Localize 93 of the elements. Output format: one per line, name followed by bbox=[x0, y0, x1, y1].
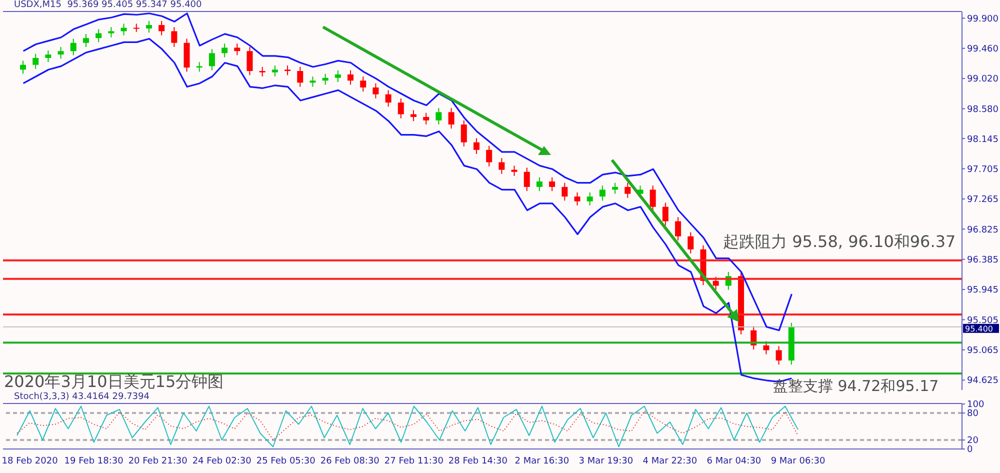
y-tick-label: 95.945 bbox=[967, 286, 998, 296]
candlestick bbox=[650, 185, 656, 212]
candlestick bbox=[272, 65, 278, 77]
candlestick bbox=[45, 50, 52, 63]
candlestick bbox=[398, 98, 404, 119]
candlestick bbox=[599, 185, 606, 202]
y-tick-label: 80 bbox=[967, 409, 979, 420]
x-tick-label: 20 Feb 21:30 bbox=[128, 456, 188, 466]
candlestick bbox=[574, 192, 580, 206]
x-tick-label: 27 Feb 11:30 bbox=[384, 456, 444, 466]
candlestick bbox=[385, 90, 392, 108]
candlestick bbox=[259, 66, 266, 77]
candlestick bbox=[586, 192, 593, 206]
annotation: 2020年3月10日美元15分钟图 bbox=[4, 372, 224, 392]
candlestick bbox=[662, 202, 668, 226]
y-tick-label: 99.460 bbox=[967, 44, 999, 55]
candlestick bbox=[460, 120, 467, 147]
y-tick-label: 98.145 bbox=[967, 134, 998, 145]
candlestick bbox=[549, 176, 556, 192]
chart-title: Stoch(3,3,3) 43.4164 29.7394 bbox=[14, 392, 150, 403]
candlestick bbox=[410, 110, 416, 122]
x-tick-label: 24 Feb 02:30 bbox=[192, 456, 252, 466]
candlestick bbox=[776, 346, 782, 366]
candlestick bbox=[763, 340, 770, 355]
candlestick bbox=[486, 145, 492, 167]
candlestick bbox=[511, 165, 518, 176]
x-tick-label: 25 Feb 05:30 bbox=[256, 456, 316, 466]
y-tick-label: 99.900 bbox=[967, 14, 999, 24]
y-tick-label: 20 bbox=[967, 436, 979, 446]
y-tick-label: 97.265 bbox=[967, 195, 998, 206]
x-tick-label: 26 Feb 08:30 bbox=[320, 456, 380, 466]
candlestick bbox=[96, 28, 102, 43]
candlestick bbox=[436, 108, 442, 126]
candlestick bbox=[297, 66, 304, 88]
candlestick bbox=[624, 182, 631, 198]
x-tick-label: 19 Feb 18:30 bbox=[64, 456, 124, 466]
y-tick-label: 97.705 bbox=[967, 164, 998, 175]
candlestick bbox=[498, 158, 505, 174]
y-tick-label: 99.020 bbox=[967, 74, 999, 85]
candlestick bbox=[360, 76, 366, 92]
y-tick-label: 95.505 bbox=[967, 316, 998, 326]
candlestick bbox=[473, 138, 480, 155]
candlestick bbox=[208, 48, 215, 71]
x-tick-label: 4 Mar 22:30 bbox=[642, 456, 698, 466]
candlestick bbox=[536, 176, 542, 192]
candlestick bbox=[158, 20, 165, 36]
candlestick bbox=[284, 65, 291, 76]
y-tick-label: 96.385 bbox=[967, 256, 998, 266]
candlestick bbox=[562, 182, 568, 202]
y-tick-label: 95.065 bbox=[967, 346, 998, 356]
line-series bbox=[16, 406, 798, 448]
annotation: 起跌阻力 95.58, 96.10和96.37 bbox=[723, 232, 956, 253]
candlestick bbox=[612, 182, 618, 194]
candlestick bbox=[196, 62, 202, 72]
candlestick bbox=[171, 26, 178, 48]
y-tick-label: 94.625 bbox=[967, 376, 998, 386]
x-tick-label: 3 Mar 19:30 bbox=[578, 456, 634, 466]
line-series bbox=[22, 12, 792, 332]
y-tick-label: 96.825 bbox=[967, 225, 998, 236]
candlestick bbox=[712, 276, 719, 290]
candlestick bbox=[334, 70, 341, 82]
x-tick-label: 6 Mar 04:30 bbox=[706, 456, 762, 466]
y-tick-label: 98.580 bbox=[967, 104, 999, 115]
x-tick-label: 28 Feb 14:30 bbox=[448, 456, 508, 466]
chart-title: USDX,M15 95.369 95.405 95.347 95.400 bbox=[14, 0, 202, 11]
candlestick bbox=[20, 60, 26, 74]
candlestick bbox=[310, 76, 316, 88]
y-tick-label: 100 bbox=[967, 400, 984, 410]
candlestick bbox=[423, 112, 430, 126]
candlestick bbox=[133, 23, 140, 32]
candlestick bbox=[348, 70, 354, 86]
x-tick-label: 2 Mar 16:30 bbox=[514, 456, 570, 466]
candlestick bbox=[108, 26, 114, 38]
candlestick bbox=[246, 46, 253, 76]
candlestick bbox=[146, 20, 152, 34]
candlestick bbox=[524, 167, 530, 192]
candlestick bbox=[322, 73, 328, 86]
x-tick-label: 18 Feb 2020 bbox=[2, 456, 58, 466]
ref-line-label: 95.400 bbox=[965, 324, 993, 334]
candlestick bbox=[372, 82, 379, 99]
annotation: 盘整支撑 94.72和95.17 bbox=[773, 377, 939, 396]
candlestick bbox=[70, 38, 76, 56]
line-series bbox=[16, 410, 798, 440]
y-tick-label: 0 bbox=[967, 445, 973, 456]
x-tick-label: 9 Mar 06:30 bbox=[770, 456, 826, 466]
candlestick bbox=[222, 43, 228, 58]
candlestick bbox=[82, 33, 89, 48]
candlestick bbox=[234, 43, 240, 56]
candlestick bbox=[688, 232, 694, 254]
candlestick bbox=[448, 108, 454, 130]
candlestick bbox=[675, 216, 682, 241]
candlestick bbox=[32, 53, 39, 70]
candlestick bbox=[58, 46, 64, 60]
